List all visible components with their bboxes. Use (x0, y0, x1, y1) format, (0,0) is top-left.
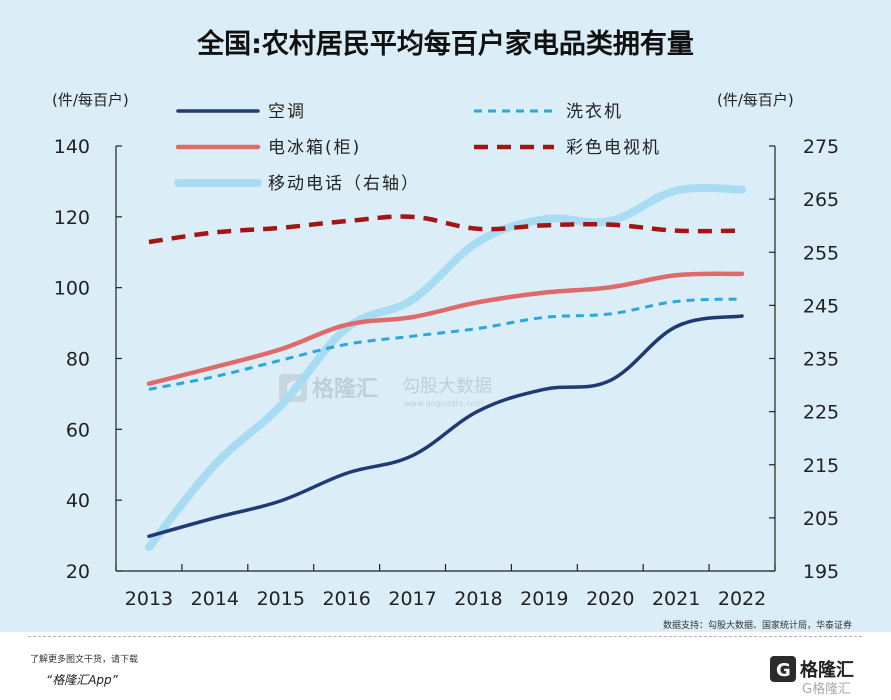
series-line-0 (147, 314, 744, 539)
legend-label-2: 电冰箱(柜) (268, 138, 361, 158)
watermark-sub-brand: 勾股大数据 (402, 376, 492, 397)
series-line-3 (148, 214, 743, 245)
watermark-domain: www.gogudata.com (404, 399, 483, 408)
left-tick-label: 140 (54, 136, 90, 158)
footer-divider (28, 636, 862, 637)
x-tick-label: 2015 (257, 588, 305, 610)
x-tick-label: 2022 (718, 588, 766, 610)
brand-mark-small: G格隆汇 (802, 682, 852, 697)
x-tick-label: 2021 (652, 588, 700, 610)
x-tick-label: 2020 (586, 588, 634, 610)
brand-logo: G 格隆汇 (770, 655, 854, 683)
x-tick-label: 2014 (191, 588, 239, 610)
promo-line2: “格隆汇App” (46, 673, 118, 687)
x-tick-label: 2013 (125, 588, 173, 610)
chart-title: 全国:农村居民平均每百户家电品类拥有量 (197, 29, 694, 60)
left-tick-label: 80 (66, 349, 90, 371)
line-chart: G 格隆汇 勾股大数据 www.gogudata.com 20 40 60 80 100… (52, 91, 852, 631)
legend-label-1: 洗衣机 (566, 102, 623, 122)
right-tick-label: 255 (803, 242, 839, 264)
series-line-1 (148, 297, 743, 391)
watermark: G 格隆汇 勾股大数据 www.gogudata.com (279, 374, 492, 408)
brand-g-icon: G (770, 656, 796, 682)
left-axis-unit: (件/每百户) (52, 91, 129, 109)
x-tick-label: 2017 (388, 588, 436, 610)
left-tick-label: 40 (66, 490, 90, 512)
right-axis-unit: (件/每百户) (717, 91, 794, 109)
left-tick-label: 120 (54, 207, 90, 229)
right-tick-label: 245 (803, 295, 839, 317)
legend-label-0: 空调 (268, 102, 306, 122)
left-tick-label: 60 (66, 419, 90, 441)
right-tick-label: 235 (803, 349, 839, 371)
promo-line1: 了解更多图文干货，请下载 (30, 655, 139, 665)
right-tick-label: 275 (803, 136, 839, 158)
right-tick-label: 265 (803, 189, 839, 211)
left-tick-label: 100 (54, 278, 90, 300)
right-tick-label: 215 (803, 455, 839, 477)
right-tick-label: 195 (803, 561, 839, 583)
brand-name: 格隆汇 (800, 660, 854, 681)
watermark-brand: 格隆汇 (312, 376, 378, 402)
svg-text:G: G (776, 660, 791, 681)
right-tick-label: 225 (803, 402, 839, 424)
source-note: 数据支持：勾股大数据、国家统计局，华泰证券 (663, 619, 852, 631)
x-tick-label: 2016 (322, 588, 370, 610)
series-line-4 (144, 183, 747, 552)
right-tick-label: 205 (803, 508, 839, 530)
legend-label-3: 彩色电视机 (566, 138, 661, 158)
legend-label-4: 移动电话（右轴） (268, 174, 420, 194)
x-tick-label: 2019 (520, 588, 568, 610)
series-line-2 (146, 271, 745, 386)
x-tick-label: 2018 (454, 588, 502, 610)
left-tick-label: 20 (66, 561, 90, 583)
